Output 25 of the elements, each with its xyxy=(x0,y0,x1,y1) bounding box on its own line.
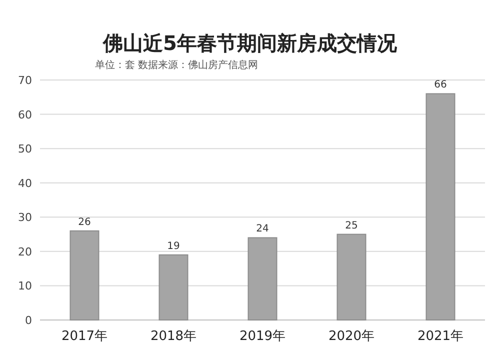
data-label: 26 xyxy=(78,216,91,228)
x-tick-label: 2018年 xyxy=(150,329,197,344)
bar xyxy=(248,237,278,320)
y-tick-label: 20 xyxy=(18,245,32,258)
y-tick-label: 40 xyxy=(18,176,32,190)
data-label: 24 xyxy=(256,224,269,235)
x-tick-label: 2021年 xyxy=(417,329,464,344)
y-tick-label: 50 xyxy=(18,142,32,156)
data-label: 66 xyxy=(434,80,447,91)
x-tick-label: 2019年 xyxy=(239,329,286,344)
x-tick-label: 2020年 xyxy=(328,329,375,344)
bar xyxy=(70,230,100,320)
chart-title: 佛山近5年春节期间新房成交情况 xyxy=(102,31,398,55)
y-tick-label: 60 xyxy=(18,108,32,122)
y-tick-label: 30 xyxy=(18,211,32,224)
data-label: 25 xyxy=(345,220,358,232)
y-tick-label: 70 xyxy=(18,74,32,87)
y-tick-label: 10 xyxy=(18,280,32,293)
x-tick-label: 2017年 xyxy=(61,329,108,344)
data-label: 19 xyxy=(167,240,180,252)
bar xyxy=(426,93,456,320)
chart-subtitle: 单位：套 数据来源：佛山房产信息网 xyxy=(95,59,258,71)
y-tick-label: 0 xyxy=(25,314,32,327)
bar xyxy=(158,254,188,320)
bar xyxy=(336,234,366,320)
